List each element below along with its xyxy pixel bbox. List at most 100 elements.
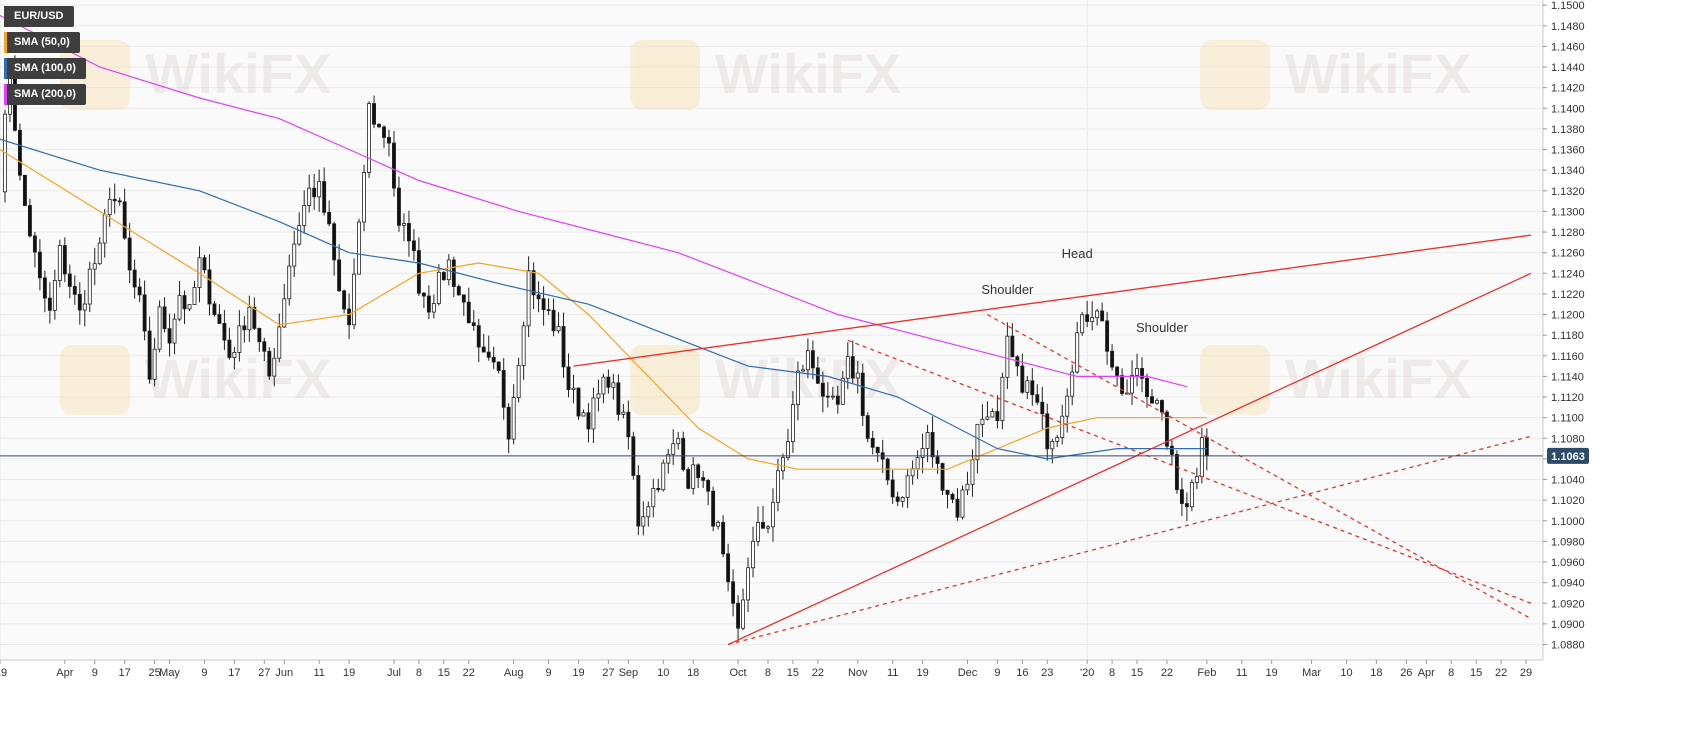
x-tick-label: 27 [258,667,270,679]
trendline-dashed [727,435,1532,646]
candle-body-up [795,370,800,405]
candle [646,501,651,527]
legend-sma100[interactable]: SMA (100,0) [4,58,86,79]
candle [377,123,381,128]
candle [1140,357,1144,393]
candle-body-up [556,326,561,332]
candle-body-down [411,240,416,251]
candle-body-down [531,270,536,296]
candle [1184,492,1189,521]
x-tick-label: 11 [887,667,898,679]
candle-body-up [516,364,521,398]
candle [237,310,242,362]
candle-body-up [1130,374,1134,394]
candle [1025,376,1030,400]
candle [965,471,970,496]
candle-body-up [97,242,102,265]
candle-body-down [546,309,551,312]
candle-body-up [52,280,57,311]
candle-body-up [905,475,910,498]
x-tick-label: 22 [812,667,824,679]
candle-body-down [242,325,247,331]
candle-body-up [1135,368,1139,376]
candle-body-down [706,480,711,492]
candle-body-down [347,308,352,326]
candle [27,198,32,238]
candle-body-up [192,287,197,306]
x-tick-label: 19 [572,667,584,679]
candle [152,337,157,387]
candle-body-down [930,432,935,458]
candle-body-down [696,464,701,478]
legend-sma100-swatch [4,58,7,79]
candle-body-up [781,457,785,472]
candle [127,222,132,284]
candle-body-down [481,346,486,353]
candle-body-down [726,553,731,583]
candle [1100,302,1105,322]
candle [207,254,212,316]
candle-body-up [1070,371,1075,397]
candle-body-up [591,397,596,430]
watermark-logo [630,345,700,415]
candle-body-up [102,214,107,244]
legend-sma50[interactable]: SMA (50,0) [4,32,80,53]
candle [995,395,1000,429]
candle [935,450,940,474]
candle [741,588,746,631]
candle-body-up [691,464,696,489]
candle [162,297,167,333]
candle-body-down [506,406,511,440]
candle [626,400,631,450]
candle [776,458,780,512]
candle-body-down [132,269,137,288]
candle-body-up [152,348,157,380]
candle [691,457,696,495]
candle [581,409,586,417]
x-tick-label: May [159,667,180,679]
legend-sma200[interactable]: SMA (200,0) [4,84,86,105]
legend-sma50-label: SMA (50,0) [14,36,70,48]
candle [57,239,62,288]
candle [975,423,980,474]
candle [42,270,47,313]
y-tick-label: 1.1380 [1551,124,1585,136]
candle [795,361,800,421]
x-tick-label: 9 [201,667,207,679]
candle [536,281,541,313]
candle [362,164,366,232]
y-tick-label: 1.1160 [1551,351,1584,363]
candle-body-up [272,357,277,377]
candle-body-down [252,306,257,329]
candle [212,301,217,317]
candle [22,174,27,206]
x-tick-label: 15 [787,667,799,679]
candle-body-up [317,181,322,198]
candle [766,525,770,534]
legend-symbol[interactable]: EUR/USD [4,6,74,27]
candle [671,429,676,465]
candle-body-up [776,470,780,503]
x-tick-label: 27 [602,667,614,679]
candle-body-down [586,412,591,430]
candle-body-down [935,456,940,464]
candle [167,313,172,357]
candle [486,335,491,361]
candle [561,312,566,378]
candle [481,333,486,353]
candle [636,465,641,536]
candle-body-up [362,172,366,223]
x-tick-label: '20 [1080,667,1094,679]
candle [616,374,621,421]
candle-body-down [406,223,411,242]
candle [1055,434,1060,448]
candle [217,304,222,324]
candle [147,316,152,384]
candle [47,282,52,324]
x-tick-label: Jul [387,667,401,679]
candle-body-up [980,418,985,425]
candle [686,466,691,490]
candle-body-up [855,372,860,379]
